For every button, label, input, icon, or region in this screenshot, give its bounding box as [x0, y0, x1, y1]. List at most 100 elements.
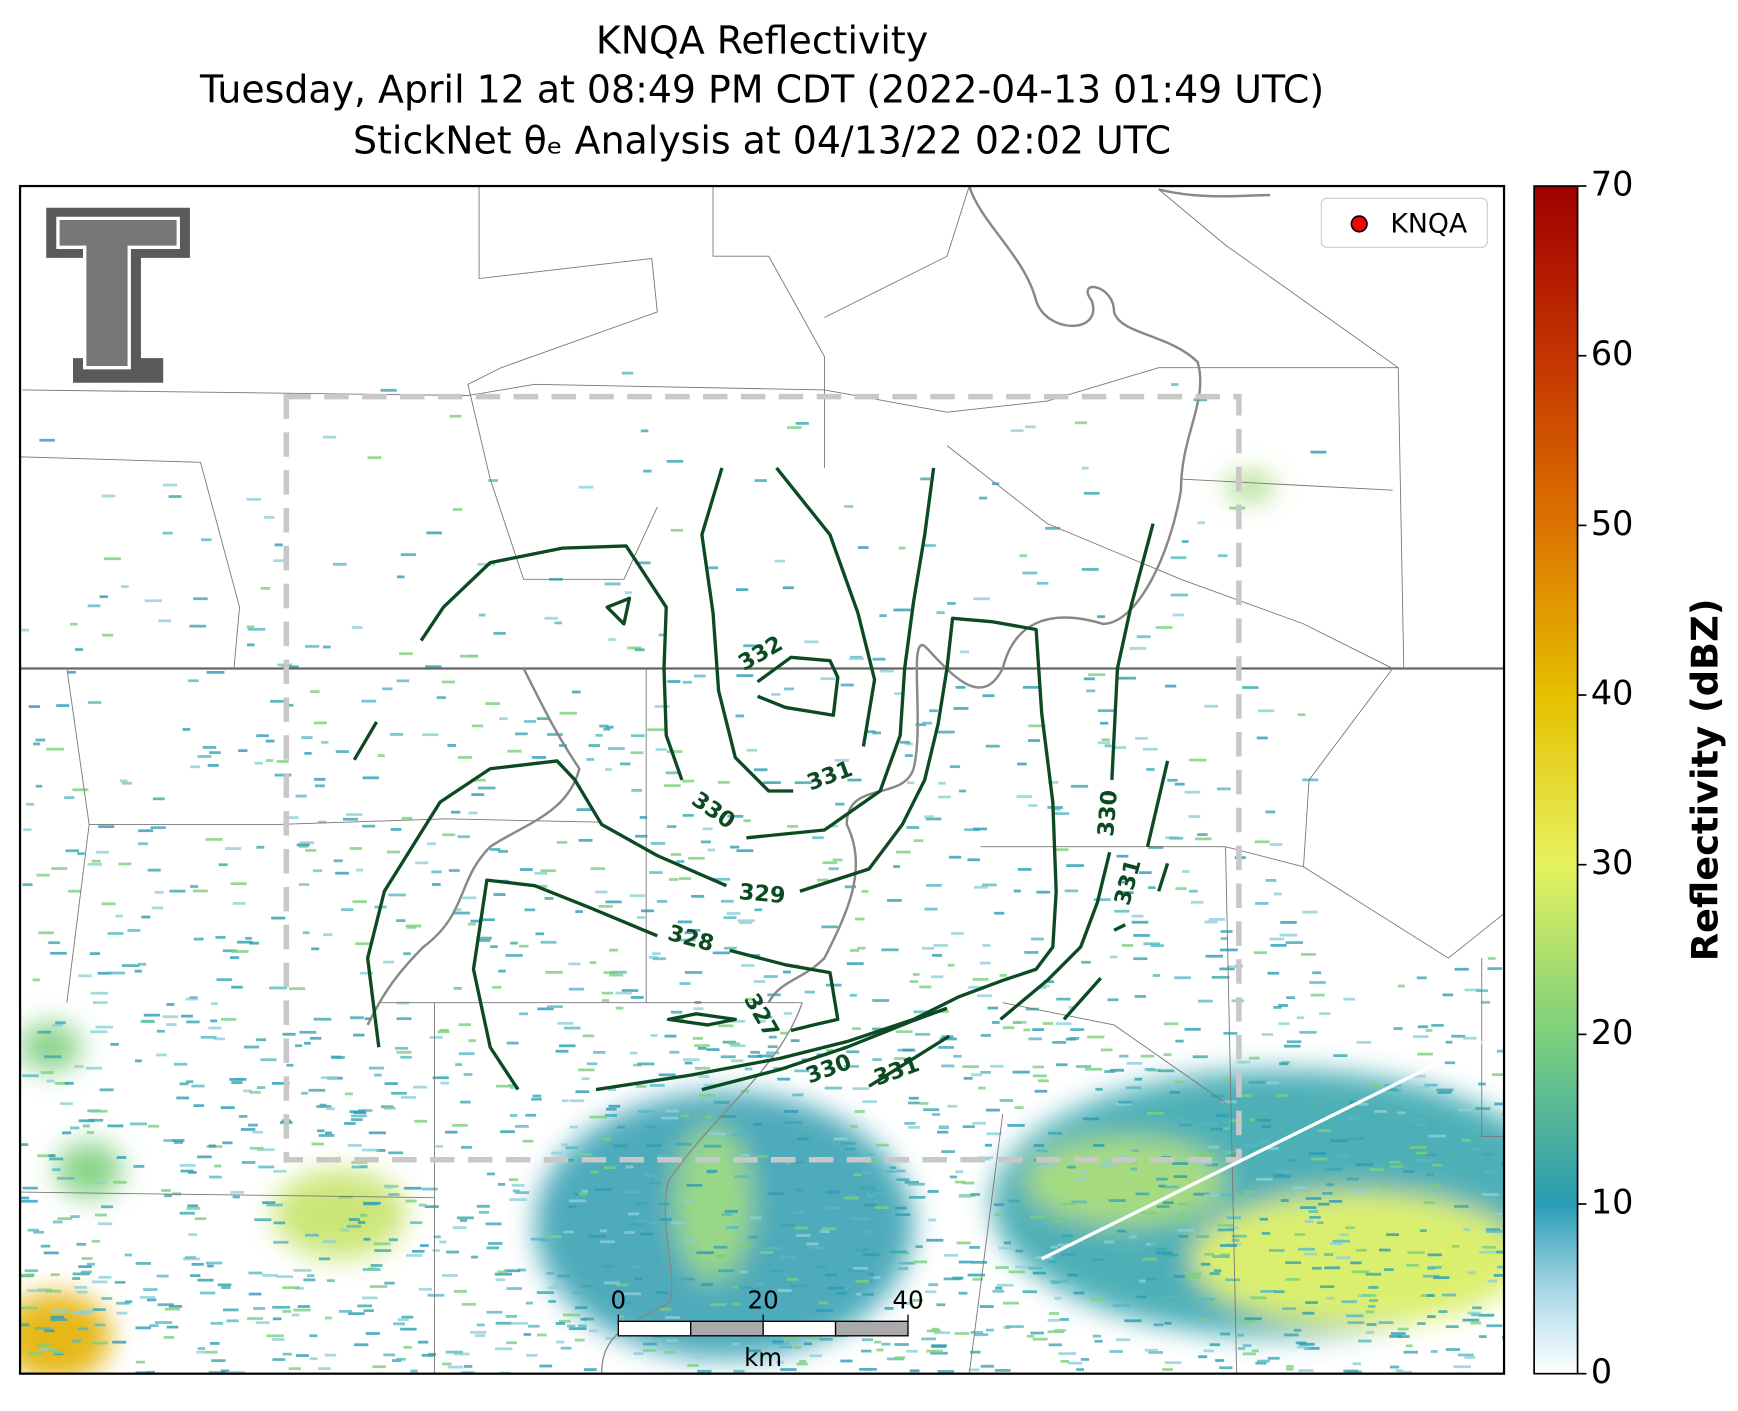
radar-echo — [586, 1062, 598, 1066]
radar-echo — [1209, 1272, 1221, 1275]
radar-echo — [1203, 1349, 1215, 1353]
radar-echo — [1087, 1035, 1105, 1039]
radar-echo — [246, 497, 262, 501]
scale-segment — [690, 1320, 764, 1337]
radar-echo — [486, 1310, 503, 1314]
radar-echo — [509, 1198, 527, 1201]
radar-echo — [1042, 1022, 1054, 1025]
radar-echo — [246, 625, 255, 629]
radar-echo — [265, 759, 274, 762]
radar-echo — [931, 1345, 947, 1348]
radar-echo — [1134, 995, 1147, 998]
radar-echo — [595, 890, 608, 894]
radar-echo — [970, 1350, 981, 1354]
radar-echo — [156, 1029, 165, 1033]
radar-echo — [664, 1034, 677, 1038]
radar-echo — [429, 1036, 443, 1039]
radar-echo — [938, 1125, 949, 1128]
radar-echo — [536, 1291, 554, 1294]
radar-echo — [919, 985, 932, 989]
radar-echo — [97, 971, 112, 975]
radar-echo — [150, 826, 166, 830]
radar-echo — [938, 781, 946, 785]
radar-echo — [936, 611, 945, 615]
radar-echo — [1422, 1274, 1440, 1278]
radar-echo — [612, 1144, 628, 1148]
radar-echo — [893, 1057, 906, 1060]
radar-echo — [1156, 1177, 1168, 1181]
radar-echo — [386, 850, 400, 854]
radar-echo — [555, 1322, 566, 1325]
radar-echo — [311, 1142, 324, 1146]
radar-echo — [937, 730, 955, 734]
radar-echo — [454, 908, 462, 912]
radar-echo — [220, 1106, 235, 1110]
radar-echo — [1395, 1369, 1404, 1373]
radar-echo — [974, 1333, 989, 1337]
radar-echo — [193, 1104, 205, 1107]
radar-echo — [1015, 1249, 1024, 1253]
radar-echo — [994, 1203, 1004, 1207]
radar-echo — [876, 1348, 884, 1352]
radar-echo — [139, 1296, 156, 1299]
radar-echo — [717, 781, 730, 784]
radar-echo — [70, 622, 78, 626]
radar-echo — [985, 1108, 1000, 1112]
radar-echo — [419, 1203, 427, 1207]
radar-echo — [1308, 1152, 1327, 1155]
radar-echo — [861, 1171, 872, 1175]
radar-echo — [982, 694, 995, 698]
radar-echo — [1112, 1304, 1131, 1307]
radar-echo — [797, 1137, 809, 1141]
radar-echo — [637, 1062, 655, 1066]
radar-echo — [1419, 1229, 1427, 1233]
radar-echo — [439, 1028, 449, 1032]
radar-echo — [968, 1368, 980, 1372]
radar-echo — [76, 1242, 87, 1246]
radar-echo — [1084, 1067, 1103, 1071]
radar-echo — [913, 1010, 930, 1014]
radar-echo — [293, 1308, 311, 1312]
radar-echo — [607, 1088, 617, 1091]
radar-echo — [574, 1306, 588, 1310]
radar-echo — [1032, 1028, 1045, 1031]
radar-echo — [478, 1210, 490, 1214]
radar-echo — [1053, 807, 1061, 811]
radar-echo — [1423, 1201, 1435, 1204]
radar-echo — [384, 1106, 396, 1110]
radar-echo — [969, 1246, 981, 1249]
radar-echo — [1231, 1238, 1240, 1242]
radar-echo — [260, 1058, 277, 1062]
radar-echo — [556, 840, 568, 844]
radar-echo — [1485, 1228, 1501, 1232]
radar-echo — [1332, 1167, 1343, 1171]
radar-echo — [1361, 1294, 1377, 1297]
radar-echo — [1075, 1065, 1092, 1068]
radar-echo — [936, 1303, 946, 1307]
radar-echo — [318, 1257, 331, 1261]
radar-echo — [1213, 1269, 1222, 1273]
radar-echo — [1267, 971, 1280, 975]
radar-echo — [1173, 1175, 1188, 1178]
radar-echo — [519, 868, 533, 871]
radar-echo — [400, 1055, 412, 1059]
radar-echo — [1197, 1297, 1215, 1301]
radar-echo — [1310, 993, 1325, 997]
radar-echo — [103, 557, 122, 561]
radar-echo — [266, 1334, 284, 1338]
radar-echo — [1445, 1040, 1453, 1044]
radar-echo — [939, 1037, 957, 1041]
radar-echo — [320, 1076, 338, 1080]
radar-echo — [1341, 1300, 1357, 1304]
radar-echo — [36, 1343, 50, 1347]
radar-echo — [713, 1101, 730, 1104]
radar-echo — [388, 1151, 404, 1155]
radar-echo — [598, 904, 613, 908]
radar-echo — [229, 1078, 247, 1081]
radar-echo — [1242, 686, 1259, 689]
radar-echo — [450, 810, 461, 814]
radar-echo — [625, 1165, 634, 1169]
radar-echo — [512, 1189, 520, 1193]
radar-echo — [546, 1271, 555, 1275]
radar-echo — [496, 1084, 513, 1088]
